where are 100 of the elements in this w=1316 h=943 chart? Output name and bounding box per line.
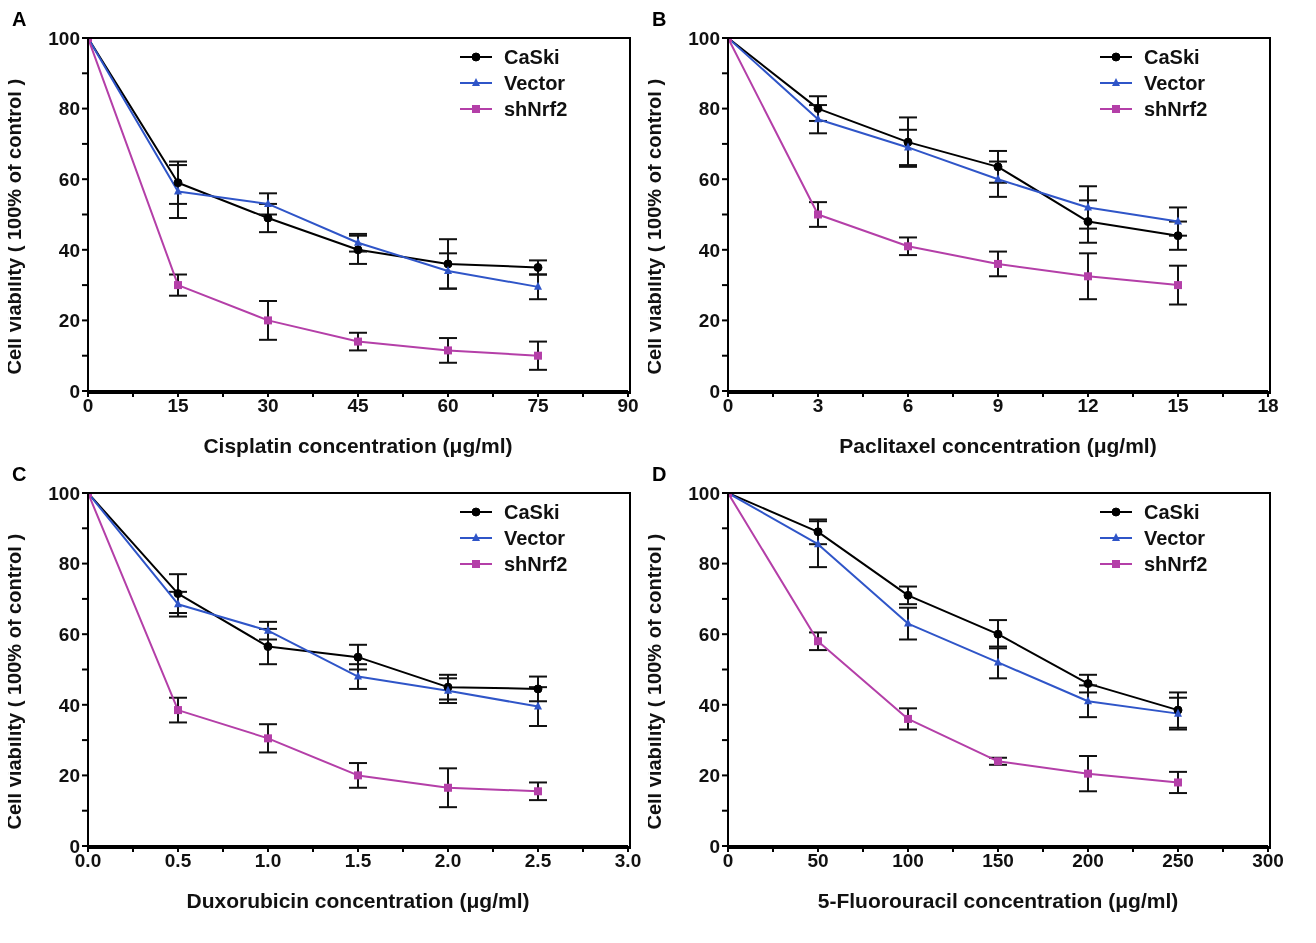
legend-label: Vector (1144, 526, 1206, 551)
x-tick-label: 15 (167, 395, 189, 417)
point (1083, 217, 1093, 227)
y-tick-label: 60 (58, 623, 80, 645)
legend-label: shNrf2 (1144, 552, 1208, 577)
y-tick-label: 40 (698, 239, 720, 261)
point (174, 186, 182, 195)
point (904, 142, 912, 151)
y-tick-label: 20 (698, 765, 720, 787)
legend-label: CaSki (1144, 500, 1200, 525)
point (264, 625, 272, 634)
point (904, 714, 912, 723)
point (1083, 679, 1093, 689)
y-tick-label: 80 (58, 553, 80, 575)
point (444, 346, 452, 355)
x-tick-label: 1.5 (344, 850, 372, 872)
x-tick-label: 60 (437, 395, 459, 417)
point (534, 701, 542, 710)
point (993, 162, 1003, 172)
point (353, 652, 363, 662)
point (903, 590, 913, 600)
x-tick-label: 300 (1252, 850, 1284, 872)
y-tick-label: 0 (709, 380, 720, 402)
y-tick-label: 20 (58, 310, 80, 332)
legend-label: CaSki (1144, 45, 1200, 70)
x-tick-label: 200 (1072, 850, 1104, 872)
legend-label: CaSki (504, 500, 560, 525)
point (904, 618, 912, 627)
point (173, 178, 183, 188)
point (174, 281, 182, 290)
y-tick-label: 80 (698, 553, 720, 575)
x-tick-label: 50 (807, 850, 829, 872)
point (814, 114, 822, 123)
point (1174, 778, 1182, 787)
point (534, 281, 542, 290)
x-tick-label: 12 (1077, 395, 1099, 417)
point (814, 210, 822, 219)
point (534, 351, 542, 360)
point (534, 787, 542, 796)
point (264, 198, 272, 207)
chart-title: B (652, 8, 667, 31)
y-tick-label: 20 (58, 765, 80, 787)
y-tick-label: 0 (709, 835, 720, 857)
y-tick-label: 100 (48, 27, 80, 49)
point (533, 684, 543, 694)
x-axis-title: Duxorubicin concentration (μg/ml) (186, 889, 530, 912)
x-tick-label: 9 (992, 395, 1004, 417)
point (1174, 281, 1182, 290)
y-tick-label: 60 (698, 168, 720, 190)
x-axis-title: Cisplatin concentration (μg/ml) (203, 434, 513, 457)
point (444, 783, 452, 792)
chart-title: D (652, 463, 667, 486)
y-tick-label: 20 (698, 310, 720, 332)
y-tick-label: 100 (688, 27, 720, 49)
point (354, 771, 362, 780)
point (814, 539, 822, 548)
x-tick-label: 1.0 (254, 850, 282, 872)
point (1084, 202, 1092, 211)
point (1084, 696, 1092, 705)
point (354, 337, 362, 346)
y-tick-label: 40 (698, 694, 720, 716)
x-tick-label: 45 (347, 395, 369, 417)
legend-label: shNrf2 (1144, 97, 1208, 122)
legend-label: Vector (504, 71, 566, 96)
point (814, 637, 822, 646)
x-tick-label: 3.0 (614, 850, 642, 872)
point (263, 213, 273, 223)
point (1084, 272, 1092, 281)
y-tick-label: 80 (58, 98, 80, 120)
x-tick-label: 30 (257, 395, 279, 417)
y-tick-label: 100 (688, 482, 720, 504)
legend-label: shNrf2 (504, 552, 568, 577)
x-tick-label: 0.5 (164, 850, 192, 872)
point (174, 599, 182, 608)
x-tick-label: 3 (812, 395, 824, 417)
point (353, 245, 363, 255)
point (904, 242, 912, 251)
y-tick-label: 80 (698, 98, 720, 120)
x-tick-label: 18 (1257, 395, 1279, 417)
y-tick-label: 100 (48, 482, 80, 504)
point (354, 671, 362, 680)
point (354, 237, 362, 246)
y-tick-label: 40 (58, 694, 80, 716)
y-tick-label: 40 (58, 239, 80, 261)
y-tick-label: 0 (69, 380, 80, 402)
x-tick-label: 15 (1167, 395, 1189, 417)
point (443, 259, 453, 269)
point (264, 734, 272, 743)
y-tick-label: 60 (698, 623, 720, 645)
y-tick-label: 60 (58, 168, 80, 190)
point (994, 657, 1002, 666)
x-tick-label: 75 (527, 395, 549, 417)
x-axis-title: Paclitaxel concentration (μg/ml) (839, 434, 1157, 457)
point (993, 629, 1003, 639)
point (813, 104, 823, 114)
x-axis-title: 5-Fluorouracil concentration (μg/ml) (817, 889, 1179, 912)
x-tick-label: 150 (982, 850, 1014, 872)
point (813, 527, 823, 537)
x-tick-label: 2.0 (434, 850, 462, 872)
point (1084, 769, 1092, 778)
